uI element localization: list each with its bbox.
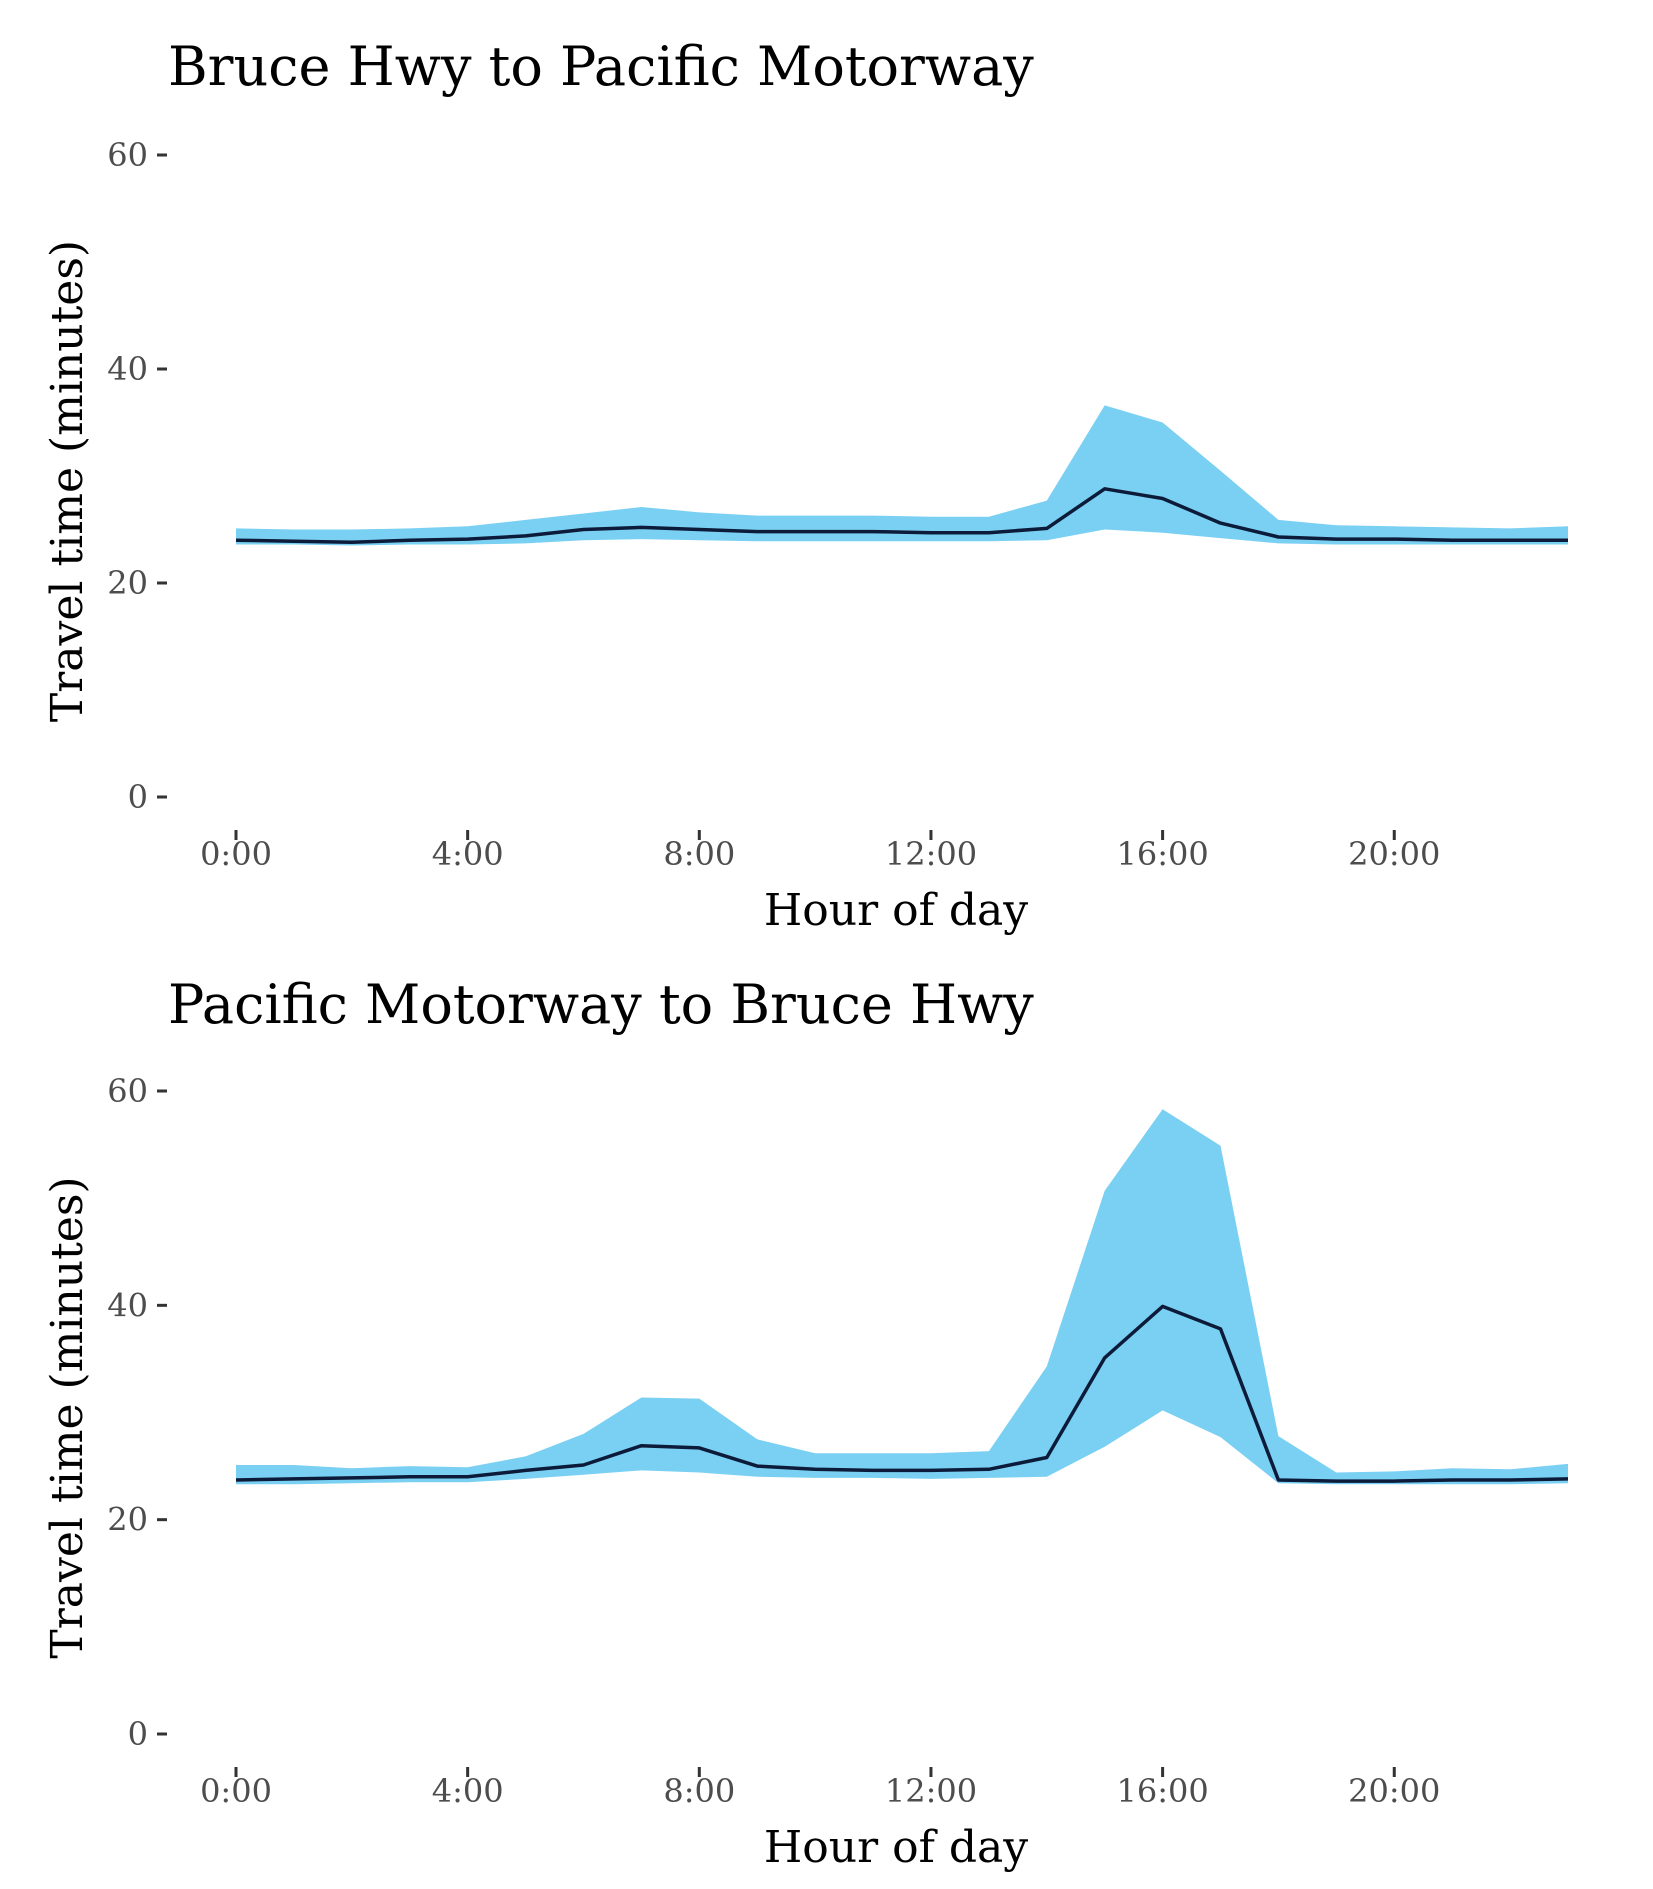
x-tick-label: 20:00 xyxy=(1348,835,1440,873)
median-travel-time-line xyxy=(235,487,1568,545)
x-tick-label: 12:00 xyxy=(885,1772,977,1810)
y-tick-label: 0 xyxy=(128,1715,148,1753)
x-axis-label: Hour of day xyxy=(764,1822,1028,1873)
y-tick-label: 0 xyxy=(128,778,148,816)
x-tick-label: 8:00 xyxy=(663,835,735,873)
chart-panel-bruce-to-pacific: Bruce Hwy to Pacific Motorway 0 20 40 60 0:00… xyxy=(42,35,1568,936)
x-tick-label: 16:00 xyxy=(1116,835,1208,873)
chart-panel-pacific-to-bruce: Pacific Motorway to Bruce Hwy 0 20 40 60 0:00… xyxy=(42,973,1569,1873)
y-axis-label: Travel time (minutes) xyxy=(42,1176,93,1658)
x-tick-label: 12:00 xyxy=(885,835,977,873)
x-tick-label: 0:00 xyxy=(200,1772,272,1810)
x-tick-label: 8:00 xyxy=(663,1772,735,1810)
x-tick-label: 0:00 xyxy=(200,835,272,873)
y-tick-label: 20 xyxy=(107,1501,148,1539)
y-tick-label: 40 xyxy=(107,350,148,388)
x-tick-label: 16:00 xyxy=(1116,1772,1208,1810)
confidence-band xyxy=(236,405,1568,546)
y-axis-label: Travel time (minutes) xyxy=(42,240,93,722)
y-tick-label: 20 xyxy=(107,564,148,602)
x-tick-label: 4:00 xyxy=(432,1772,504,1810)
chart-title: Bruce Hwy to Pacific Motorway xyxy=(168,35,1034,98)
x-axis-label: Hour of day xyxy=(764,885,1028,936)
y-tick-label: 60 xyxy=(107,136,148,174)
y-tick-label: 40 xyxy=(107,1286,148,1324)
y-tick-label: 60 xyxy=(107,1072,148,1110)
chart-title: Pacific Motorway to Bruce Hwy xyxy=(168,973,1034,1036)
median-travel-time-line xyxy=(235,1304,1569,1483)
confidence-band xyxy=(236,1109,1568,1485)
x-tick-label: 4:00 xyxy=(432,835,504,873)
x-tick-label: 20:00 xyxy=(1348,1772,1440,1810)
